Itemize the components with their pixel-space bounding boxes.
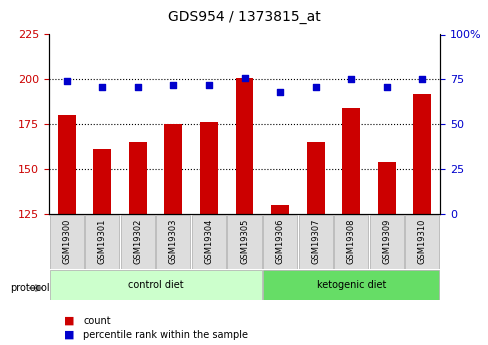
Text: GSM19308: GSM19308 <box>346 219 355 264</box>
FancyBboxPatch shape <box>49 215 83 269</box>
FancyBboxPatch shape <box>369 215 403 269</box>
FancyBboxPatch shape <box>333 215 367 269</box>
Text: GSM19310: GSM19310 <box>417 219 426 264</box>
Text: GSM19306: GSM19306 <box>275 219 284 264</box>
Point <box>98 84 106 89</box>
Bar <box>200 122 217 214</box>
FancyBboxPatch shape <box>263 270 439 300</box>
Text: GDS954 / 1373815_at: GDS954 / 1373815_at <box>168 10 320 24</box>
Bar <box>377 162 395 214</box>
FancyBboxPatch shape <box>121 215 155 269</box>
Text: ■: ■ <box>63 330 74 339</box>
Bar <box>235 78 253 214</box>
Point <box>276 89 284 95</box>
Point <box>382 84 390 89</box>
Bar <box>129 142 146 214</box>
Text: GSM19301: GSM19301 <box>98 219 106 264</box>
Point <box>204 82 212 88</box>
FancyBboxPatch shape <box>191 215 225 269</box>
Point <box>311 84 319 89</box>
Point <box>62 78 70 84</box>
FancyBboxPatch shape <box>298 215 332 269</box>
FancyBboxPatch shape <box>227 215 261 269</box>
FancyBboxPatch shape <box>405 215 439 269</box>
Bar <box>412 94 430 214</box>
FancyBboxPatch shape <box>49 270 261 300</box>
FancyBboxPatch shape <box>263 215 297 269</box>
Point <box>169 82 177 88</box>
Point <box>134 84 142 89</box>
Text: percentile rank within the sample: percentile rank within the sample <box>83 330 247 339</box>
Text: GSM19300: GSM19300 <box>62 219 71 264</box>
Bar <box>164 124 182 214</box>
Text: GSM19304: GSM19304 <box>204 219 213 264</box>
Bar <box>306 142 324 214</box>
Text: count: count <box>83 316 110 326</box>
Bar <box>93 149 111 214</box>
Bar <box>58 115 76 214</box>
Text: GSM19302: GSM19302 <box>133 219 142 264</box>
Text: control diet: control diet <box>127 280 183 289</box>
Text: ■: ■ <box>63 316 74 326</box>
Text: GSM19307: GSM19307 <box>310 219 320 264</box>
Bar <box>271 205 288 214</box>
Bar <box>342 108 359 214</box>
FancyBboxPatch shape <box>156 215 190 269</box>
Point <box>240 75 248 80</box>
Text: GSM19303: GSM19303 <box>168 219 178 264</box>
Point <box>418 77 426 82</box>
Text: GSM19309: GSM19309 <box>382 219 390 264</box>
Text: ketogenic diet: ketogenic diet <box>316 280 385 289</box>
Point <box>346 77 354 82</box>
Text: GSM19305: GSM19305 <box>240 219 248 264</box>
FancyBboxPatch shape <box>85 215 119 269</box>
Text: protocol: protocol <box>10 283 49 293</box>
